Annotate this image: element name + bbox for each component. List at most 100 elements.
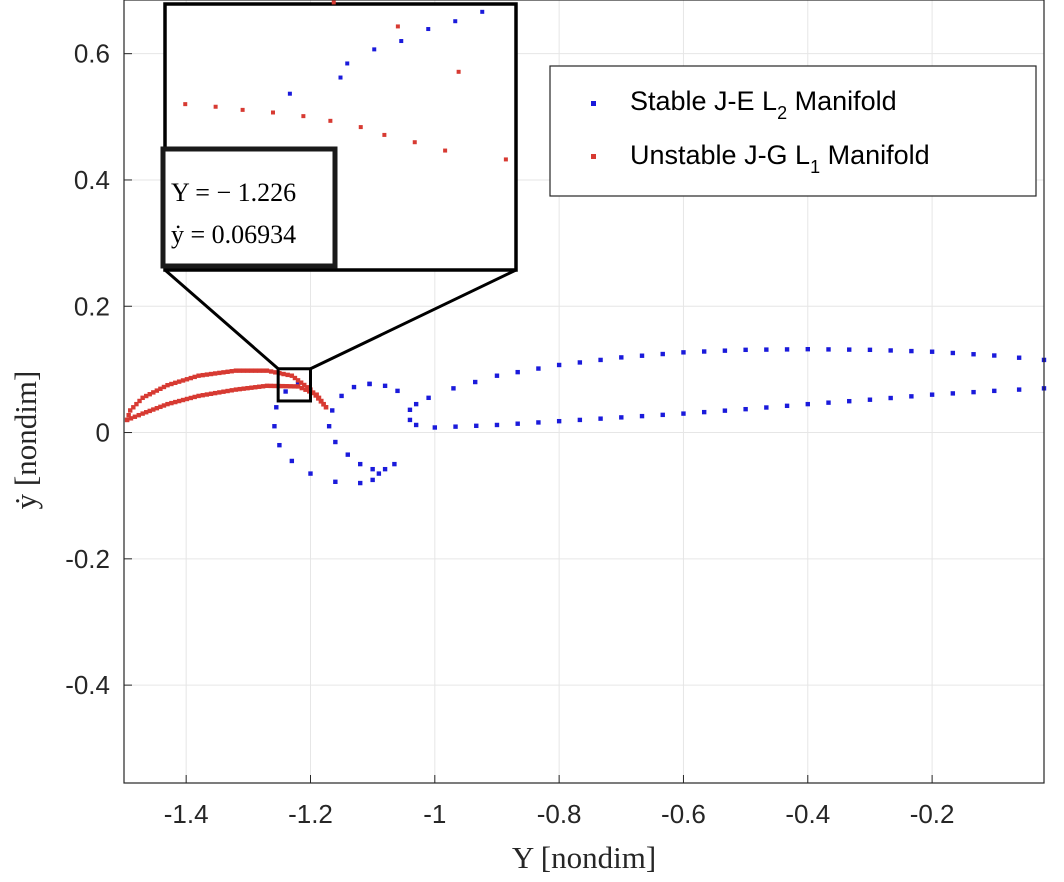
data-point xyxy=(200,393,205,398)
inset-point-unstable xyxy=(240,107,245,112)
data-point xyxy=(764,347,769,352)
data-point xyxy=(345,452,350,457)
data-point xyxy=(158,386,163,391)
data-point xyxy=(722,408,728,413)
data-point xyxy=(165,401,170,407)
data-point xyxy=(515,369,520,375)
data-point xyxy=(173,399,178,405)
data-point xyxy=(295,378,301,383)
x-tick-label: -0.8 xyxy=(537,799,582,829)
data-point xyxy=(288,384,293,389)
data-point xyxy=(660,412,665,418)
data-point xyxy=(233,387,239,392)
data-point xyxy=(305,385,310,390)
data-point xyxy=(330,408,335,413)
data-point xyxy=(169,381,174,387)
data-point xyxy=(176,398,182,404)
data-point xyxy=(333,439,338,445)
data-point xyxy=(909,394,914,399)
data-point xyxy=(280,383,285,389)
data-point xyxy=(302,382,307,388)
inset-point-unstable xyxy=(301,114,306,119)
data-point xyxy=(805,401,810,407)
data-point xyxy=(1016,355,1022,360)
data-point xyxy=(395,388,400,394)
data-point xyxy=(241,386,246,391)
data-point xyxy=(291,384,297,389)
data-point xyxy=(140,395,145,401)
inset-point-unstable xyxy=(382,132,387,137)
data-point xyxy=(253,368,258,373)
axes-frame xyxy=(123,0,1045,784)
y-tick-label: 0 xyxy=(96,418,110,448)
data-point xyxy=(536,366,541,371)
data-point xyxy=(229,369,234,374)
data-point xyxy=(268,383,274,389)
data-point xyxy=(784,347,790,352)
data-point xyxy=(639,353,645,358)
data-point xyxy=(370,466,375,472)
data-point xyxy=(154,405,160,411)
data-point xyxy=(376,471,382,476)
data-point xyxy=(192,374,197,380)
zoom-connector-right xyxy=(309,268,517,371)
data-point xyxy=(272,383,277,389)
data-point xyxy=(221,389,226,394)
data-point xyxy=(283,389,288,394)
data-point xyxy=(264,383,270,389)
data-point xyxy=(321,401,326,407)
legend-box xyxy=(549,65,1037,197)
data-point xyxy=(426,395,431,401)
inset-point-unstable xyxy=(456,69,461,74)
data-point xyxy=(208,391,214,397)
scatter-series xyxy=(124,346,1047,486)
data-point xyxy=(295,381,301,386)
data-point xyxy=(950,350,956,356)
data-point xyxy=(217,390,222,395)
data-point xyxy=(285,372,290,378)
data-point xyxy=(950,391,956,396)
data-point xyxy=(229,388,234,393)
data-point xyxy=(273,370,278,375)
data-point xyxy=(272,424,277,429)
data-point xyxy=(204,372,210,377)
inset-point-unstable xyxy=(412,140,417,145)
legend-entry-stable: Stable J-E L2 Manifold xyxy=(630,86,897,123)
data-point xyxy=(308,471,313,476)
data-point xyxy=(314,392,319,397)
data-point xyxy=(474,423,479,429)
inset-point-unstable xyxy=(358,125,363,130)
data-point xyxy=(407,407,413,413)
data-point xyxy=(722,348,728,353)
data-point xyxy=(515,421,520,426)
data-point xyxy=(494,373,500,378)
data-point xyxy=(225,369,230,374)
data-point xyxy=(147,392,152,397)
legend-stable-suffix: Manifold xyxy=(787,86,897,116)
unstable-manifold-series xyxy=(124,368,329,423)
data-point xyxy=(971,352,976,357)
data-point xyxy=(136,412,141,418)
data-point xyxy=(134,401,139,407)
data-point xyxy=(339,393,344,399)
data-point xyxy=(316,395,322,401)
data-point xyxy=(131,405,136,410)
data-point xyxy=(660,351,665,357)
data-point xyxy=(184,377,190,382)
data-point xyxy=(367,381,372,387)
data-point xyxy=(298,380,304,385)
data-point xyxy=(289,458,295,464)
x-tick-label: -0.6 xyxy=(661,799,706,829)
data-point xyxy=(192,394,197,400)
data-point xyxy=(382,466,388,472)
data-point xyxy=(888,348,893,353)
data-point xyxy=(453,424,458,429)
data-point xyxy=(196,373,201,378)
data-point xyxy=(277,442,282,448)
data-point xyxy=(180,378,186,383)
data-point xyxy=(212,390,218,396)
annotation-box xyxy=(160,146,338,269)
inset-point-stable xyxy=(338,75,343,80)
data-point xyxy=(245,368,250,373)
